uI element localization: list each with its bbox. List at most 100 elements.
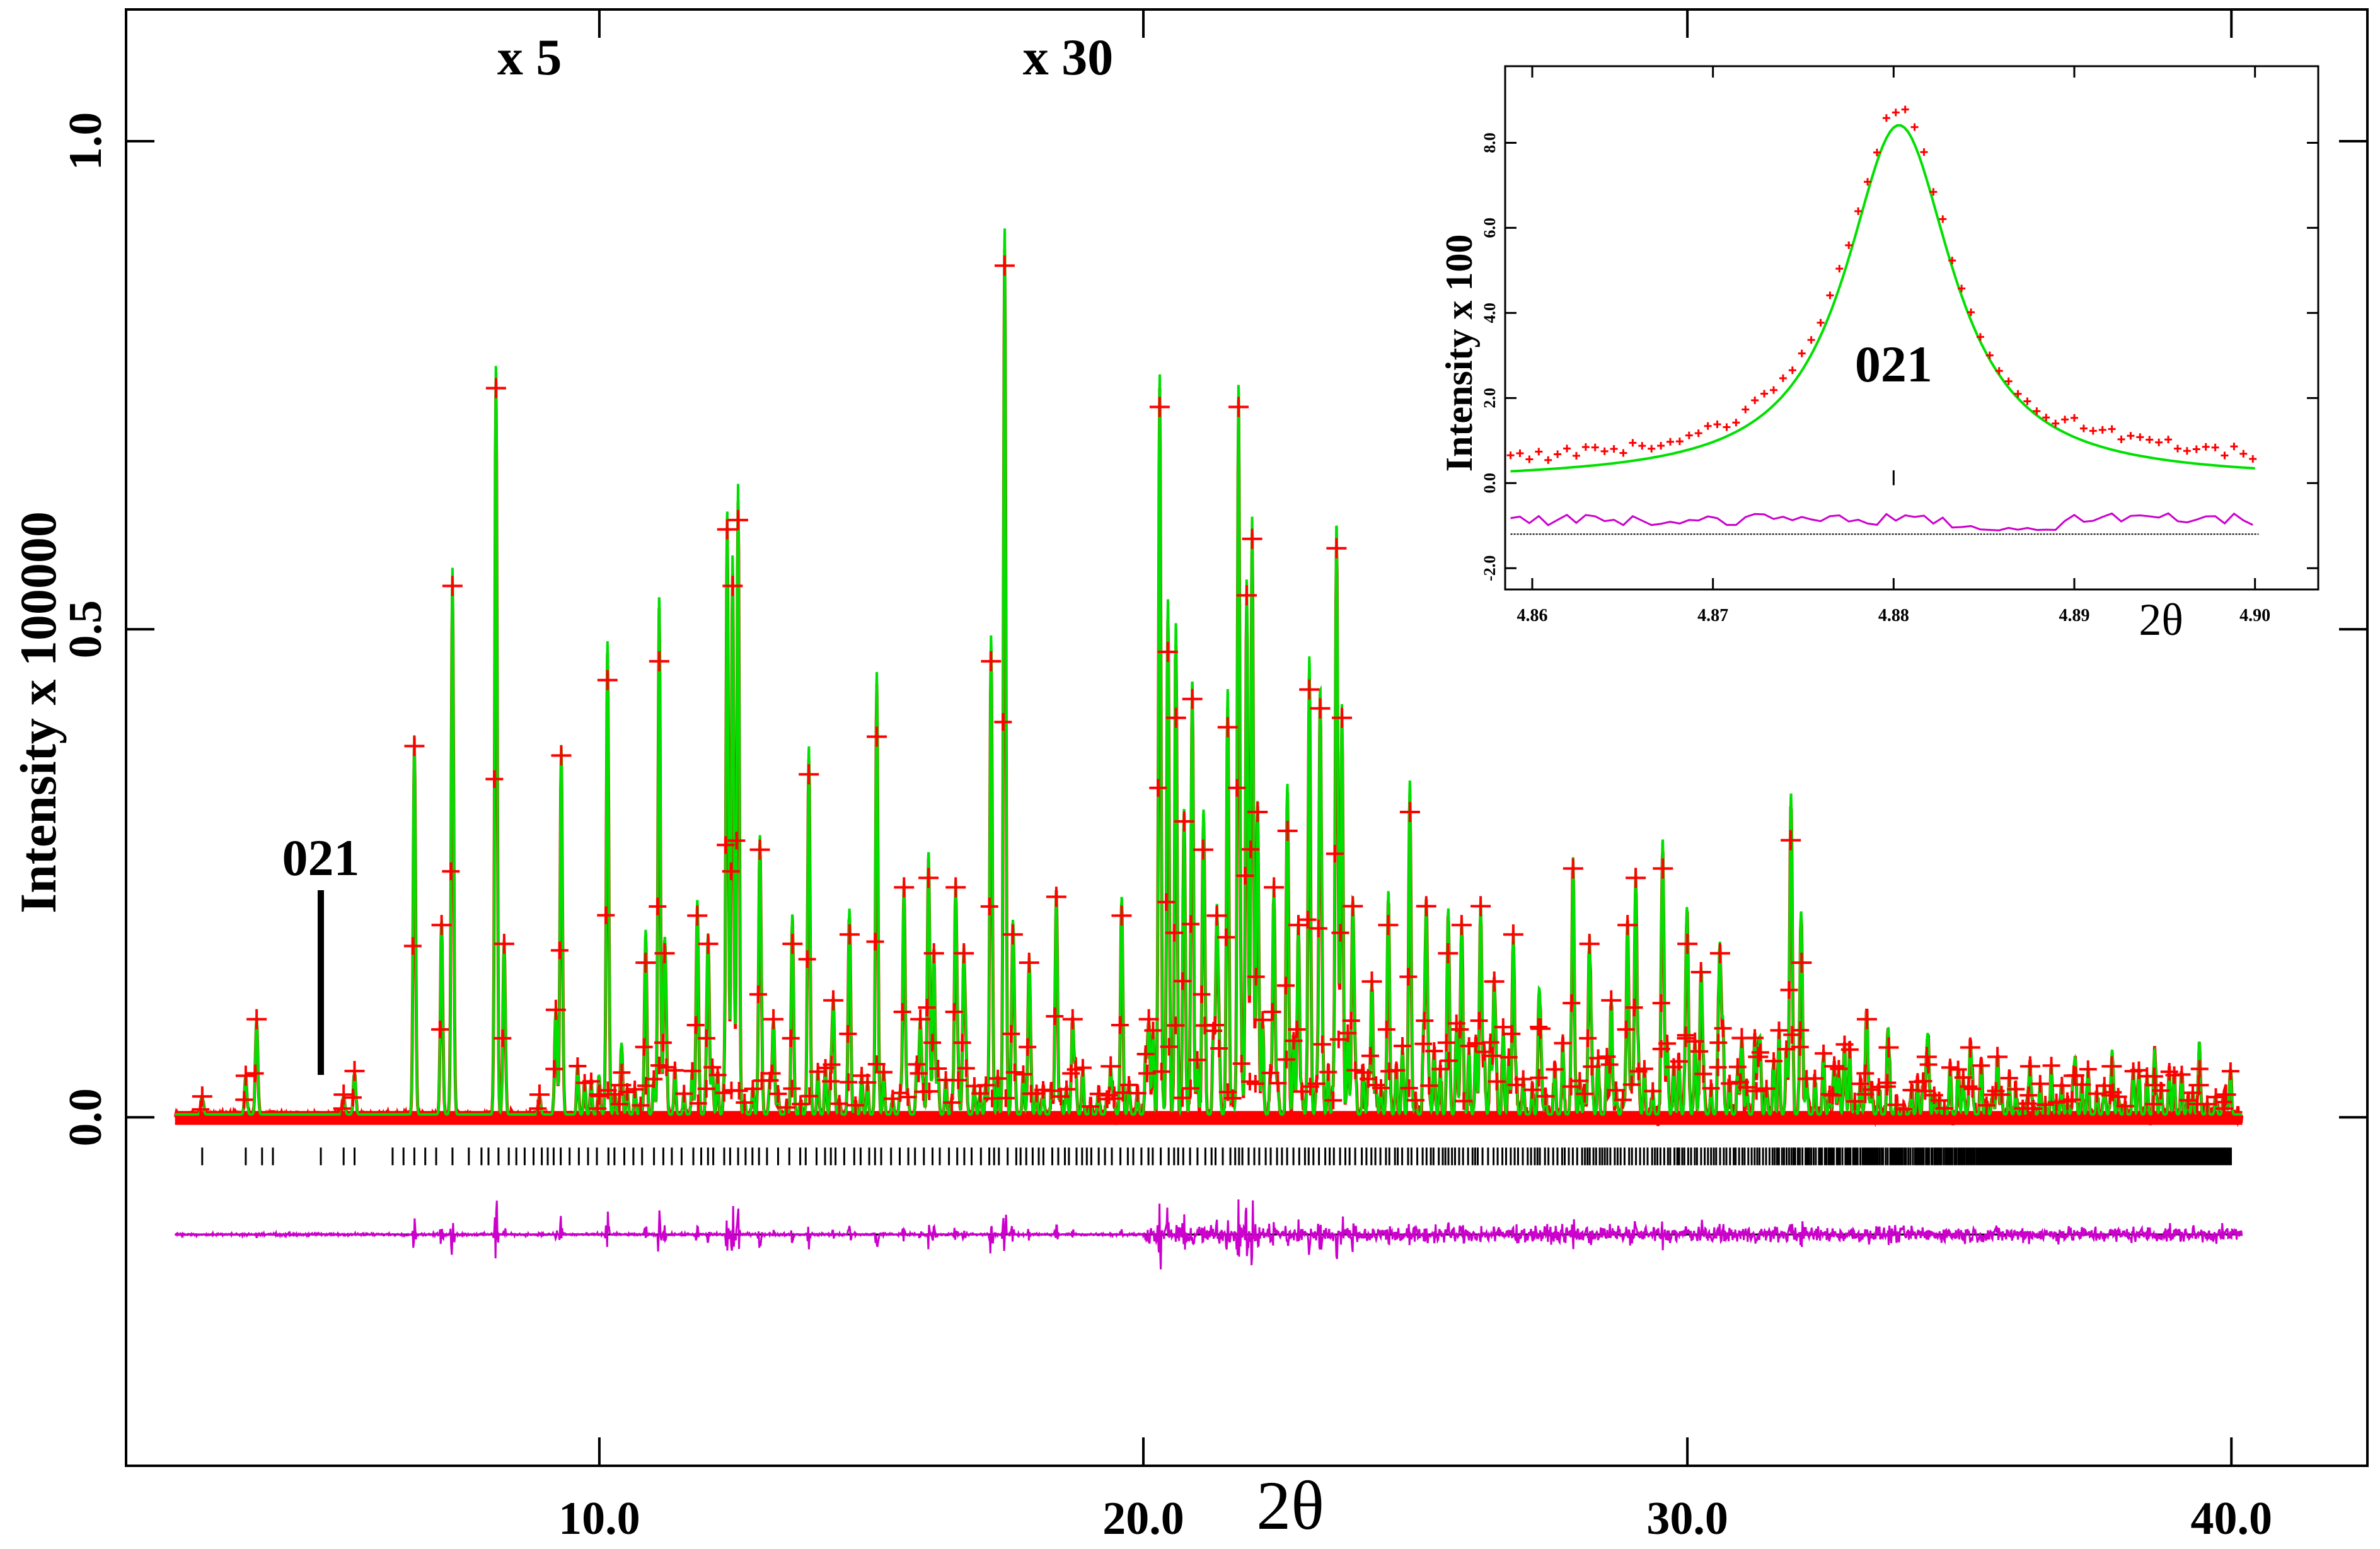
inset-observed-point — [1629, 439, 1637, 447]
observed-point — [1361, 1047, 1379, 1065]
observed-point — [910, 1009, 931, 1030]
inset-observed-point — [2211, 443, 2219, 451]
observed-point — [2007, 1080, 2025, 1098]
observed-point — [550, 941, 569, 960]
observed-point — [858, 1073, 877, 1091]
inset-observed-point — [1694, 429, 1702, 438]
inset-observed-point — [1572, 451, 1580, 460]
inset-x-tick-label: 4.88 — [1878, 606, 1909, 625]
observed-point — [894, 877, 915, 898]
observed-point — [344, 1060, 365, 1081]
observed-point — [1470, 896, 1491, 917]
observed-point — [1174, 1089, 1192, 1107]
observed-point — [1105, 1089, 1123, 1108]
observed-point — [1686, 1032, 1704, 1050]
observed-point — [1361, 971, 1382, 992]
observed-point — [1019, 953, 1039, 973]
observed-point — [839, 1024, 857, 1043]
observed-point — [1269, 1074, 1287, 1093]
inset-observed-point — [1788, 366, 1796, 374]
observed-point — [1545, 1060, 1564, 1079]
inset-observed-point — [2061, 415, 2069, 424]
observed-point — [404, 736, 425, 757]
observed-point — [442, 576, 463, 596]
observed-point — [1058, 1080, 1076, 1098]
observed-point — [1319, 1063, 1337, 1081]
observed-point — [2183, 1084, 2202, 1102]
observed-point — [816, 1059, 835, 1077]
inset-y-tick-label: 0.0 — [1481, 473, 1499, 494]
inset-plot: 4.86 4.87 4.88 4.89 4.90 -2.0 0.0 2.0 4.0 6.0 8.0 2… — [1438, 57, 2326, 645]
observed-point — [918, 999, 936, 1017]
observed-point — [1307, 1075, 1326, 1093]
observed-point — [494, 1029, 512, 1047]
observed-point — [954, 943, 974, 964]
inset-observed-point — [1920, 148, 1928, 156]
observed-point — [1138, 1009, 1159, 1030]
observed-point — [632, 1096, 650, 1115]
observed-point — [333, 1084, 354, 1105]
observed-point — [1299, 679, 1320, 700]
observed-point — [1149, 397, 1170, 417]
observed-point — [908, 1055, 926, 1074]
observed-point — [1399, 801, 1420, 822]
observed-point — [2031, 1075, 2049, 1093]
inset-observed-point — [1742, 405, 1750, 414]
observed-point — [2214, 1093, 2233, 1111]
observed-point — [1484, 1047, 1502, 1065]
observed-point — [697, 1080, 715, 1098]
observed-point — [1617, 915, 1638, 936]
observed-point — [989, 1069, 1007, 1088]
inset-observed-point — [2023, 397, 2031, 405]
observed-point — [1869, 1078, 1888, 1096]
observed-point — [597, 670, 618, 690]
inset-observed-point — [1657, 442, 1665, 450]
observed-point — [1914, 1072, 1932, 1090]
observed-point — [1298, 910, 1317, 929]
difference-series-line — [174, 1199, 2243, 1270]
observed-point — [1488, 1072, 1506, 1091]
observed-point — [840, 1073, 858, 1091]
inset-observed-point — [2108, 425, 2116, 433]
observed-point — [1781, 830, 1801, 850]
inset-observed-point — [2004, 377, 2013, 385]
observed-point — [545, 1060, 563, 1078]
observed-point — [649, 651, 669, 671]
observed-point — [1670, 1052, 1688, 1070]
observed-point — [2036, 1096, 2055, 1114]
observed-point — [823, 990, 844, 1011]
observed-point — [1002, 1024, 1020, 1043]
observed-point — [1324, 1091, 1343, 1110]
inset-observed-point — [1854, 207, 1863, 216]
observed-point — [1416, 1011, 1434, 1030]
observed-point — [891, 1084, 910, 1102]
observed-point — [929, 1060, 947, 1078]
observed-point — [957, 1059, 975, 1077]
observed-point — [1987, 1047, 2008, 1067]
observed-point — [246, 1009, 267, 1030]
observed-point — [1378, 915, 1399, 936]
observed-point — [846, 1096, 865, 1115]
observed-point — [1960, 1077, 1978, 1096]
observed-point — [1481, 1033, 1499, 1052]
observed-point — [613, 1064, 631, 1082]
observed-point — [1614, 1091, 1632, 1109]
observed-point — [1625, 999, 1643, 1017]
main-plot-frame — [125, 8, 2369, 1467]
inset-observed-point — [2014, 390, 2022, 398]
inset-observed-point — [1516, 449, 1524, 457]
y-tick-label: 0.0 — [60, 1088, 112, 1147]
inset-observed-point — [2089, 427, 2097, 435]
observed-point — [654, 943, 675, 964]
observed-point — [1878, 1037, 1899, 1058]
inset-observed-point — [1751, 396, 1759, 404]
observed-point — [893, 1003, 911, 1021]
observed-point — [1277, 977, 1295, 995]
inset-observed-point — [1769, 386, 1777, 394]
observed-point — [1288, 915, 1308, 936]
observed-point — [1326, 538, 1347, 559]
inset-observed-point — [2230, 443, 2238, 451]
inset-observed-point — [1563, 444, 1571, 453]
observed-point — [1339, 1024, 1357, 1042]
